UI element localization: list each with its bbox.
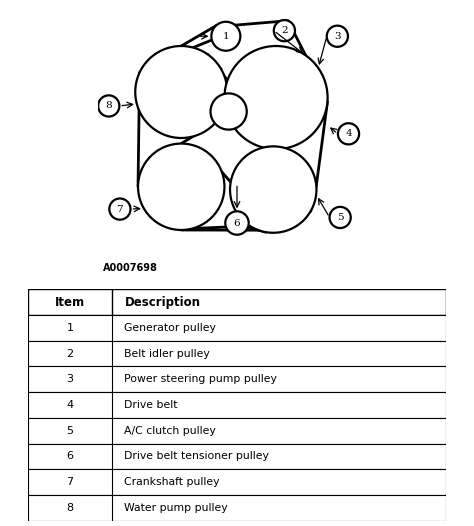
Bar [28, 367, 446, 392]
Circle shape [329, 207, 351, 228]
Circle shape [135, 46, 227, 138]
Text: 7: 7 [66, 477, 74, 487]
Text: 6: 6 [234, 218, 240, 228]
Bar [28, 443, 446, 469]
Circle shape [210, 94, 247, 129]
Bar [28, 495, 446, 521]
Circle shape [225, 211, 249, 235]
Text: Drive belt: Drive belt [124, 400, 178, 410]
Text: 1: 1 [222, 32, 229, 41]
Text: 4: 4 [66, 400, 74, 410]
Text: 2: 2 [281, 26, 288, 35]
Bar [28, 469, 446, 495]
Text: Item: Item [55, 296, 85, 309]
Text: 3: 3 [67, 375, 73, 385]
Text: 7: 7 [117, 205, 123, 214]
Text: 5: 5 [337, 213, 344, 222]
Circle shape [327, 26, 348, 47]
Text: Power steering pump pulley: Power steering pump pulley [124, 375, 277, 385]
Text: Generator pulley: Generator pulley [124, 323, 216, 333]
Bar [28, 289, 446, 315]
Text: 1: 1 [67, 323, 73, 333]
Bar [28, 341, 446, 367]
Circle shape [338, 123, 359, 145]
Text: 8: 8 [105, 102, 112, 110]
Circle shape [225, 46, 328, 149]
Text: A0007698: A0007698 [103, 263, 158, 273]
Text: Crankshaft pulley: Crankshaft pulley [124, 477, 220, 487]
Circle shape [230, 146, 317, 233]
Circle shape [98, 95, 119, 117]
Bar [28, 315, 446, 341]
Text: 6: 6 [67, 451, 73, 461]
Text: A/C clutch pulley: A/C clutch pulley [124, 426, 216, 436]
Text: Drive belt tensioner pulley: Drive belt tensioner pulley [124, 451, 269, 461]
Text: 3: 3 [334, 32, 341, 41]
Bar [28, 418, 446, 443]
Text: Belt idler pulley: Belt idler pulley [124, 349, 210, 359]
Circle shape [274, 20, 295, 41]
Text: 2: 2 [66, 349, 74, 359]
Text: 8: 8 [66, 503, 74, 513]
Text: Water pump pulley: Water pump pulley [124, 503, 228, 513]
Circle shape [211, 22, 240, 50]
Text: Description: Description [124, 296, 201, 309]
Text: 4: 4 [345, 129, 352, 138]
Bar [28, 392, 446, 418]
Circle shape [138, 144, 225, 230]
Circle shape [109, 198, 130, 220]
Text: 5: 5 [67, 426, 73, 436]
